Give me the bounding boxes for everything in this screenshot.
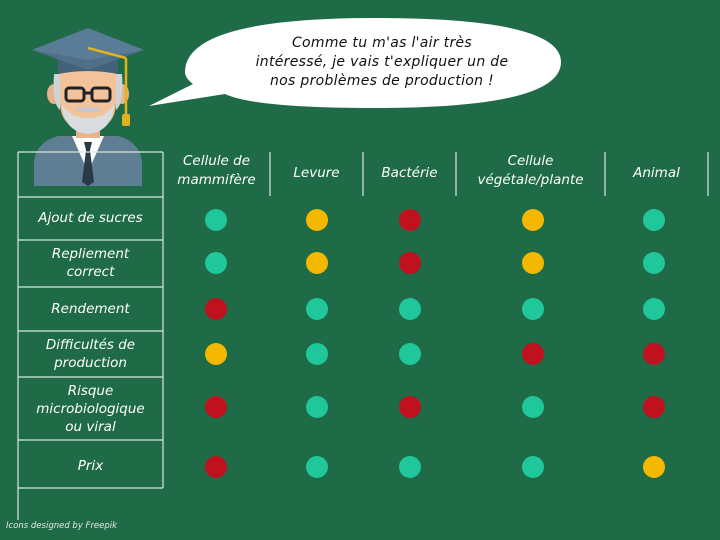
professor-avatar-icon (32, 28, 144, 186)
rating-dot-red (399, 396, 421, 418)
rating-dot-green (205, 209, 227, 231)
rating-dot-green (643, 252, 665, 274)
rating-dot-yellow (306, 209, 328, 231)
icon-credit: Icons designed by Freepik (6, 521, 118, 531)
rating-dot-green (643, 209, 665, 231)
speech-line-2: intéressé, je vais t'expliquer un de (255, 54, 509, 70)
row-label-contamination-risk: Risque microbiologique ou viral (18, 382, 163, 436)
rating-dot-yellow (522, 252, 544, 274)
row-label-production-difficulty: Difficultés de production (18, 336, 163, 372)
row-label-line: Risque (67, 383, 114, 399)
row-label-line: Prix (77, 458, 104, 474)
rating-dot-red (643, 396, 665, 418)
column-header-yeast: Levure (270, 164, 363, 183)
rating-dot-yellow (205, 343, 227, 365)
rating-dot-red (205, 456, 227, 478)
column-header-line: végétale/plante (477, 172, 584, 188)
rating-dot-green (399, 298, 421, 320)
rating-dot-green (522, 456, 544, 478)
column-header-line: Cellule de (182, 153, 250, 169)
rating-dot-green (522, 298, 544, 320)
row-label-line: correct (66, 264, 115, 280)
speech-line-3: nos problèmes de production ! (270, 73, 494, 89)
column-header-animal: Animal (605, 164, 708, 183)
rating-dot-green (399, 343, 421, 365)
column-header-plant-cell: Cellule végétale/plante (456, 152, 605, 190)
rating-dot-yellow (522, 209, 544, 231)
row-label-line: Difficultés de (45, 337, 136, 353)
rating-dot-red (522, 343, 544, 365)
rating-dot-green (306, 456, 328, 478)
rating-dot-yellow (643, 456, 665, 478)
rating-dot-green (399, 456, 421, 478)
row-label-price: Prix (18, 457, 163, 475)
row-label-correct-folding: Repliement correct (18, 245, 163, 281)
rating-dot-yellow (306, 252, 328, 274)
column-header-line: Animal (633, 165, 680, 181)
rating-dot-red (643, 343, 665, 365)
rating-dot-red (399, 252, 421, 274)
column-header-line: Levure (293, 165, 340, 181)
row-label-yield: Rendement (18, 300, 163, 318)
row-label-sugar-addition: Ajout de sucres (18, 209, 163, 227)
rating-dot-green (205, 252, 227, 274)
column-header-line: Cellule (507, 153, 554, 169)
rating-dot-red (399, 209, 421, 231)
column-header-line: Bactérie (381, 165, 438, 181)
row-label-line: microbiologique (36, 401, 145, 417)
row-label-line: Repliement (51, 246, 130, 262)
rating-dot-green (643, 298, 665, 320)
speech-text: Comme tu m'as l'air très intéressé, je v… (232, 34, 532, 91)
row-label-line: ou viral (65, 419, 116, 435)
row-label-line: Ajout de sucres (38, 210, 143, 226)
rating-dot-red (205, 396, 227, 418)
row-label-line: production (54, 355, 127, 371)
rating-dot-green (306, 396, 328, 418)
column-header-line: mammifère (177, 172, 256, 188)
speech-line-1: Comme tu m'as l'air très (291, 35, 473, 51)
rating-dot-red (205, 298, 227, 320)
column-header-mammal-cell: Cellule de mammifère (163, 152, 270, 190)
rating-dot-green (306, 343, 328, 365)
row-label-line: Rendement (51, 301, 130, 317)
rating-dot-green (522, 396, 544, 418)
column-header-bacteria: Bactérie (363, 164, 456, 183)
rating-dot-green (306, 298, 328, 320)
speech-bubble (149, 18, 561, 108)
